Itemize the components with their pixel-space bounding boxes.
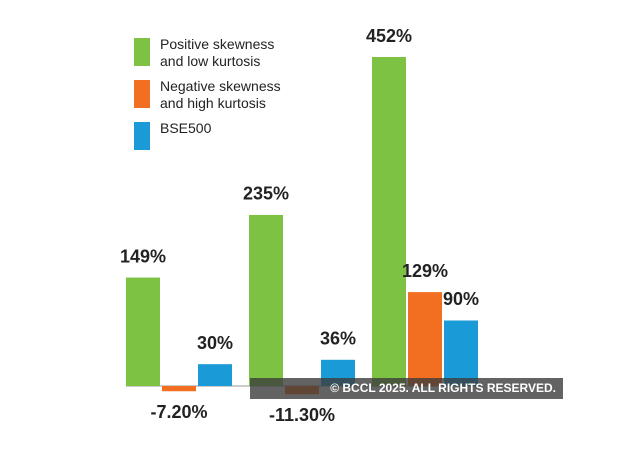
value-label: 36% xyxy=(320,329,356,349)
legend-label: BSE500 xyxy=(160,120,212,136)
legend-label: Negative skewness and high kurtosis xyxy=(160,78,281,111)
legend: Positive skewness and low kurtosis Negati… xyxy=(134,36,304,158)
value-label: -7.20% xyxy=(150,402,207,422)
legend-item: BSE500 xyxy=(134,120,304,150)
legend-swatch xyxy=(134,38,150,66)
legend-item: Negative skewness and high kurtosis xyxy=(134,78,304,112)
legend-item: Positive skewness and low kurtosis xyxy=(134,36,304,70)
value-label: 149% xyxy=(120,246,166,266)
legend-swatch xyxy=(134,80,150,108)
bar xyxy=(444,320,478,386)
value-label: 90% xyxy=(443,289,479,309)
bar xyxy=(162,386,196,392)
watermark: © BCCL 2025. ALL RIGHTS RESERVED. xyxy=(330,381,556,395)
bar xyxy=(126,277,160,386)
legend-label: Positive skewness and low kurtosis xyxy=(160,36,275,69)
bar xyxy=(372,57,406,386)
bar xyxy=(198,364,232,386)
value-label: -11.30% xyxy=(269,405,335,425)
value-label: 30% xyxy=(197,333,233,353)
watermark-bg xyxy=(250,378,563,399)
value-label: 452% xyxy=(366,26,412,46)
bar xyxy=(249,214,283,386)
bar xyxy=(408,292,442,386)
value-label: 235% xyxy=(243,184,289,204)
value-label: 129% xyxy=(402,261,448,281)
legend-swatch xyxy=(134,122,150,150)
